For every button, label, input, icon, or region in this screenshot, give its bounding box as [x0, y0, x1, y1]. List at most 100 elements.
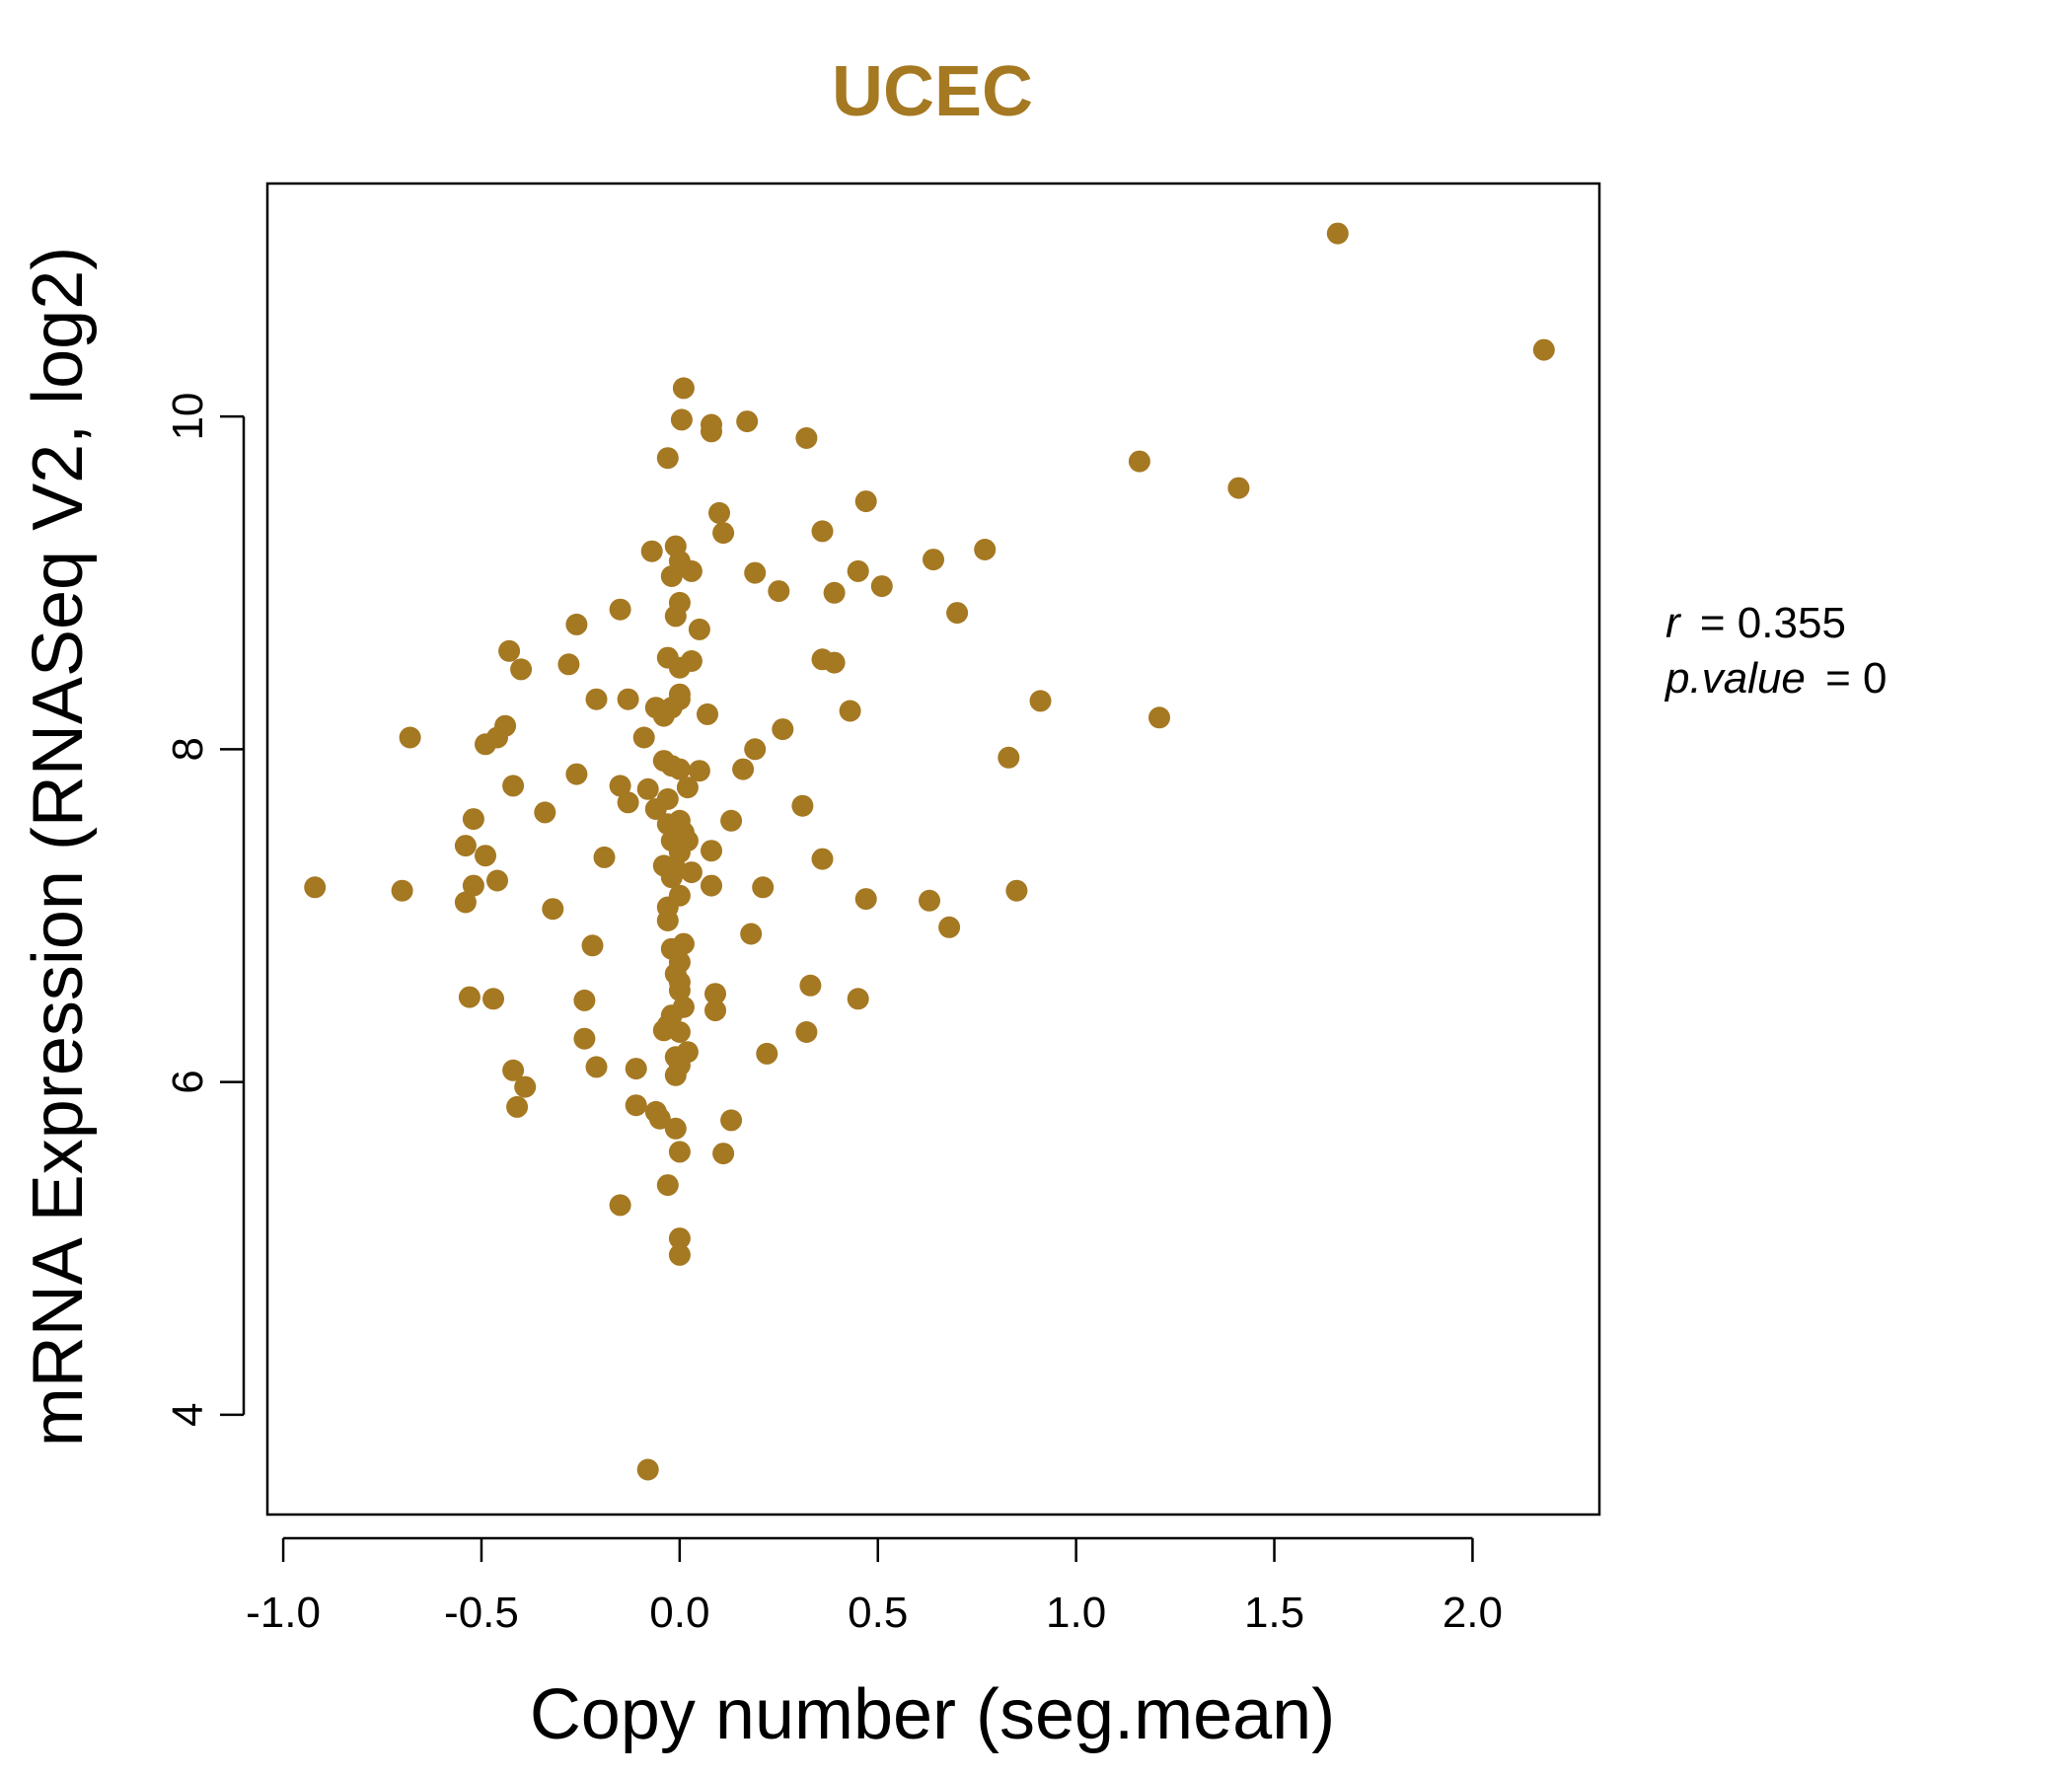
data-point — [565, 613, 588, 635]
data-point — [656, 910, 679, 931]
data-point — [795, 1021, 818, 1043]
x-tick-label: 1.5 — [1244, 1589, 1304, 1637]
data-point — [839, 700, 861, 722]
data-point — [506, 1095, 529, 1118]
data-point — [625, 1058, 647, 1080]
chart-title: UCEC — [832, 52, 1033, 131]
y-axis: 4 6 8 10 — [164, 393, 246, 1427]
data-point — [1005, 879, 1028, 902]
data-point — [648, 1107, 671, 1130]
data-point — [1029, 690, 1052, 712]
data-point — [668, 979, 691, 1001]
data-point — [744, 561, 767, 584]
data-point — [454, 835, 477, 857]
data-point — [502, 1059, 525, 1081]
data-point — [938, 916, 961, 938]
y-tick-label: 4 — [164, 1403, 212, 1427]
data-point — [494, 714, 517, 737]
data-point — [1148, 706, 1170, 729]
data-point — [870, 575, 893, 598]
data-point — [688, 760, 710, 782]
data-point — [542, 898, 564, 921]
data-point — [462, 874, 484, 897]
data-point — [502, 775, 525, 797]
data-point — [1227, 477, 1250, 499]
data-point — [557, 653, 580, 676]
data-point — [454, 891, 477, 914]
data-point — [712, 522, 735, 545]
data-point — [811, 520, 834, 543]
y-tick-label: 10 — [164, 393, 212, 441]
p-label: p.value — [1664, 654, 1806, 703]
data-point — [664, 1064, 687, 1086]
data-point — [625, 1094, 647, 1117]
data-point — [609, 1194, 631, 1217]
data-point — [1128, 450, 1150, 473]
data-point — [1326, 222, 1349, 245]
data-point — [701, 413, 722, 436]
data-point — [708, 501, 730, 524]
data-point — [668, 841, 691, 863]
y-axis-title: mRNA Expression (RNASeq V2, log2) — [19, 247, 98, 1446]
data-point — [756, 1042, 778, 1065]
data-point — [458, 986, 481, 1008]
data-point — [304, 876, 327, 899]
data-point — [660, 866, 683, 889]
data-point — [720, 809, 743, 832]
data-point — [534, 801, 556, 824]
data-point — [664, 1117, 687, 1140]
data-point — [697, 703, 718, 725]
data-point — [514, 1075, 537, 1098]
x-tick-label: 0.0 — [649, 1589, 709, 1637]
data-point — [701, 874, 722, 897]
data-point — [768, 580, 790, 603]
data-point — [510, 658, 533, 681]
data-point — [704, 999, 726, 1022]
data-point — [482, 988, 504, 1010]
x-axis: -1.0 -0.5 0.0 0.5 1.0 1.5 2.0 — [246, 1536, 1503, 1637]
data-point — [1532, 338, 1555, 361]
x-tick-label: 1.0 — [1046, 1589, 1106, 1637]
data-point — [573, 1027, 596, 1050]
data-point — [660, 565, 683, 587]
data-point — [668, 1141, 691, 1163]
data-point — [676, 777, 699, 799]
data-point — [712, 1143, 735, 1165]
data-point — [462, 808, 484, 831]
x-tick-label: 2.0 — [1443, 1589, 1503, 1637]
data-point — [823, 651, 846, 674]
data-point — [581, 934, 604, 957]
data-point — [585, 688, 608, 710]
data-point — [680, 559, 703, 582]
x-tick-label: -1.0 — [246, 1589, 321, 1637]
data-point — [720, 1109, 743, 1132]
data-point — [573, 989, 596, 1011]
data-point — [854, 888, 877, 911]
data-point — [799, 974, 822, 997]
data-point — [923, 549, 944, 571]
data-point — [486, 869, 508, 892]
data-point — [736, 410, 759, 433]
data-point — [672, 377, 695, 400]
data-point — [701, 840, 722, 862]
data-point — [670, 408, 693, 431]
data-point — [640, 540, 663, 562]
x-tick-label: -0.5 — [444, 1589, 519, 1637]
data-point — [704, 983, 726, 1005]
data-point — [998, 746, 1020, 769]
data-point — [668, 656, 691, 679]
data-point — [656, 447, 679, 470]
data-point — [811, 848, 834, 870]
data-point — [617, 791, 639, 814]
correlation-annotation: r = 0.355 — [1665, 599, 1846, 647]
data-point — [672, 996, 695, 1018]
data-point — [636, 777, 659, 800]
data-point — [847, 559, 869, 582]
data-point — [399, 726, 421, 749]
data-point — [656, 1174, 679, 1197]
data-point — [740, 923, 763, 945]
data-point — [475, 845, 496, 867]
data-point — [668, 758, 691, 780]
data-point — [974, 539, 997, 560]
